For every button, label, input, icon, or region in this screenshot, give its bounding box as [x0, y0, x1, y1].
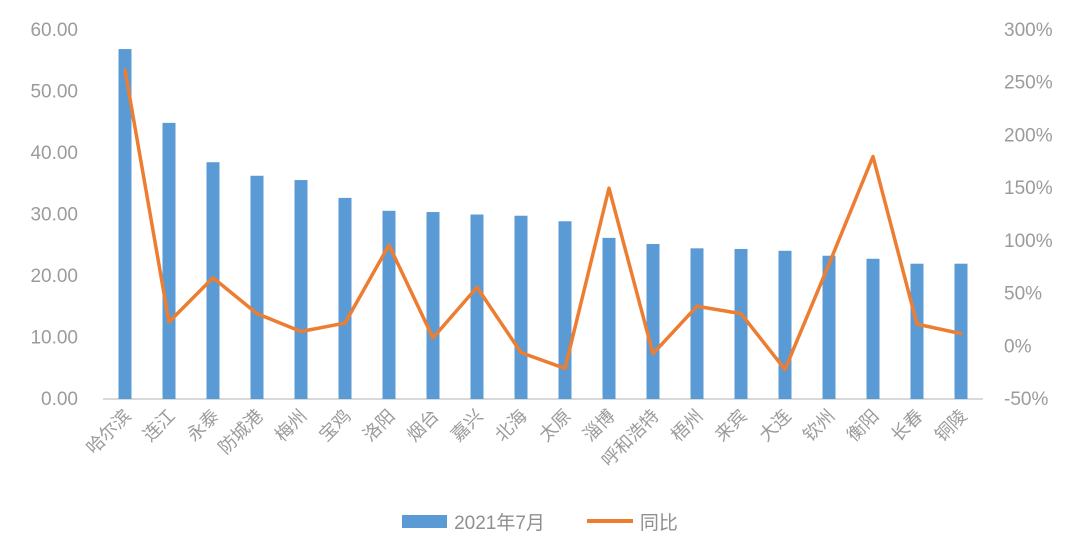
right-axis-tick-label: 50% [1004, 284, 1042, 305]
bar [118, 49, 132, 399]
left-axis-tick-label: 40.00 [30, 143, 78, 164]
x-axis-category-label: 永泰 [183, 406, 223, 446]
right-axis-tick-label: 250% [1004, 73, 1053, 94]
left-axis-tick-label: 0.00 [41, 389, 78, 410]
bar [426, 212, 440, 399]
bar [778, 250, 792, 399]
bar [470, 214, 484, 399]
x-axis-category-label: 淄博 [579, 406, 619, 446]
bar [690, 248, 704, 399]
x-axis-category-label: 梧州 [667, 406, 707, 446]
bar [338, 197, 352, 399]
left-axis-tick-label: 10.00 [30, 328, 78, 349]
x-axis-category-label: 防城港 [215, 406, 267, 458]
x-axis-category-label: 来宾 [711, 406, 751, 446]
right-axis-tick-label: 200% [1004, 125, 1053, 146]
x-axis-category-label: 连江 [139, 406, 179, 446]
x-axis-category-label: 烟台 [403, 406, 443, 446]
bar [514, 215, 528, 399]
bar [954, 263, 968, 399]
chart-legend: 2021年7月 同比 [0, 504, 1080, 538]
bar [382, 210, 396, 399]
legend-line-label: 同比 [639, 512, 678, 534]
x-axis-category-label: 洛阳 [359, 406, 399, 446]
x-axis-category-label: 嘉兴 [447, 406, 487, 446]
legend-bar-swatch-icon [402, 514, 448, 528]
right-axis-tick-label: 100% [1004, 231, 1053, 252]
bar [206, 162, 220, 399]
left-axis-tick-label: 30.00 [30, 205, 78, 226]
x-axis-category-label: 宝鸡 [315, 406, 355, 446]
left-axis-tick-label: 20.00 [30, 266, 78, 287]
bar [910, 263, 924, 399]
x-axis-category-label: 衡阳 [843, 406, 883, 446]
bar [602, 237, 616, 399]
left-axis-tick-label: 60.00 [30, 20, 78, 41]
x-axis-category-label: 大连 [755, 406, 795, 446]
legend-bar-label: 2021年7月 [454, 512, 545, 534]
bar [294, 180, 308, 399]
left-axis-tick-label: 50.00 [30, 82, 78, 103]
trend-line [123, 68, 963, 372]
legend-item-line-series: 同比 [586, 508, 678, 535]
x-axis-category-label: 太原 [535, 406, 575, 446]
x-axis-category-label: 梅州 [271, 406, 311, 446]
x-axis-category-label: 哈尔滨 [83, 406, 135, 458]
x-axis-category-label: 铜陵 [931, 406, 971, 446]
bar [250, 175, 264, 399]
x-axis-category-label: 钦州 [799, 406, 839, 446]
bar [822, 255, 836, 399]
legend-line-swatch-icon [586, 519, 633, 523]
right-axis-tick-label: 0% [1004, 336, 1032, 357]
right-axis-tick-label: 300% [1004, 20, 1053, 41]
right-axis-tick-label: 150% [1004, 178, 1053, 199]
x-axis-category-label: 北海 [491, 406, 531, 446]
bar [162, 122, 176, 400]
bar [646, 244, 660, 399]
legend-item-bar-series: 2021年7月 [402, 508, 545, 535]
right-axis-tick-label: -50% [1004, 389, 1048, 410]
bar [558, 221, 572, 399]
chart-svg: 0.00 10.00 20.00 30.00 40.00 50.00 60.00 -50% 0%… [30, 20, 1053, 471]
bar [734, 248, 748, 399]
x-axis-category-label: 长春 [887, 406, 927, 446]
bar [866, 258, 880, 399]
